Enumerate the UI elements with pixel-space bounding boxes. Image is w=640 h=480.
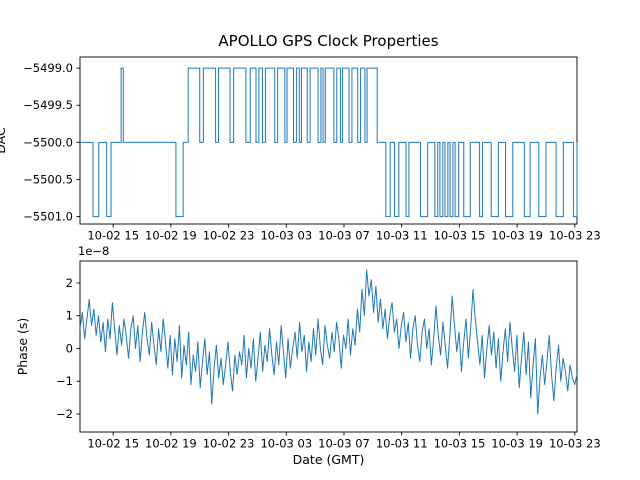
top-x-tick-label: 10-03 15 (434, 229, 486, 243)
top-x-tick-label: 10-03 23 (549, 229, 601, 243)
top-x-tick-label: 10-02 23 (203, 229, 255, 243)
bottom-y-tick-label: 0 (66, 341, 73, 355)
top-x-tick-label: 10-02 19 (145, 229, 197, 243)
phase-line (79, 269, 578, 415)
bottom-x-tick-label: 10-02 19 (145, 437, 197, 451)
top-y-tick-label: −5500.5 (23, 172, 73, 186)
bottom-x-tick-label: 10-02 15 (87, 437, 139, 451)
bottom-x-tick-label: 10-03 11 (376, 437, 428, 451)
top-x-tick-label: 10-03 07 (318, 229, 370, 243)
top-y-tick-label: −5499.5 (23, 98, 73, 112)
top-axes-spine (79, 56, 578, 225)
dac-step-line (80, 67, 578, 218)
top-x-tick-label: 10-02 15 (87, 229, 139, 243)
top-x-tick-label: 10-03 03 (260, 229, 312, 243)
bottom-ylabel: Phase (s) (15, 318, 30, 376)
top-y-tick-label: −5500.0 (23, 135, 73, 149)
top-y-tick-label: −5499.0 (23, 61, 73, 75)
x-axis-label: Date (GMT) (293, 452, 365, 467)
bottom-x-tick-label: 10-03 03 (260, 437, 312, 451)
offset-text: 1e−8 (78, 244, 109, 258)
bottom-x-tick-label: 10-03 19 (491, 437, 543, 451)
top-ylabel: DAC (0, 127, 8, 154)
bottom-axes-spine (79, 260, 578, 433)
bottom-y-tick-label: 2 (66, 276, 73, 290)
top-x-tick-label: 10-03 19 (491, 229, 543, 243)
top-y-tick-label: −5501.0 (23, 210, 73, 224)
top-x-tick-label: 10-03 11 (376, 229, 428, 243)
bottom-x-tick-label: 10-03 15 (434, 437, 486, 451)
bottom-x-tick-label: 10-03 07 (318, 437, 370, 451)
bottom-y-tick-label: 1 (66, 309, 73, 323)
bottom-y-tick-label: −2 (56, 407, 73, 421)
bottom-y-tick-label: −1 (56, 374, 73, 388)
bottom-x-tick-label: 10-03 23 (549, 437, 601, 451)
figure-title: APOLLO GPS Clock Properties (218, 32, 438, 50)
bottom-x-tick-label: 10-02 23 (203, 437, 255, 451)
